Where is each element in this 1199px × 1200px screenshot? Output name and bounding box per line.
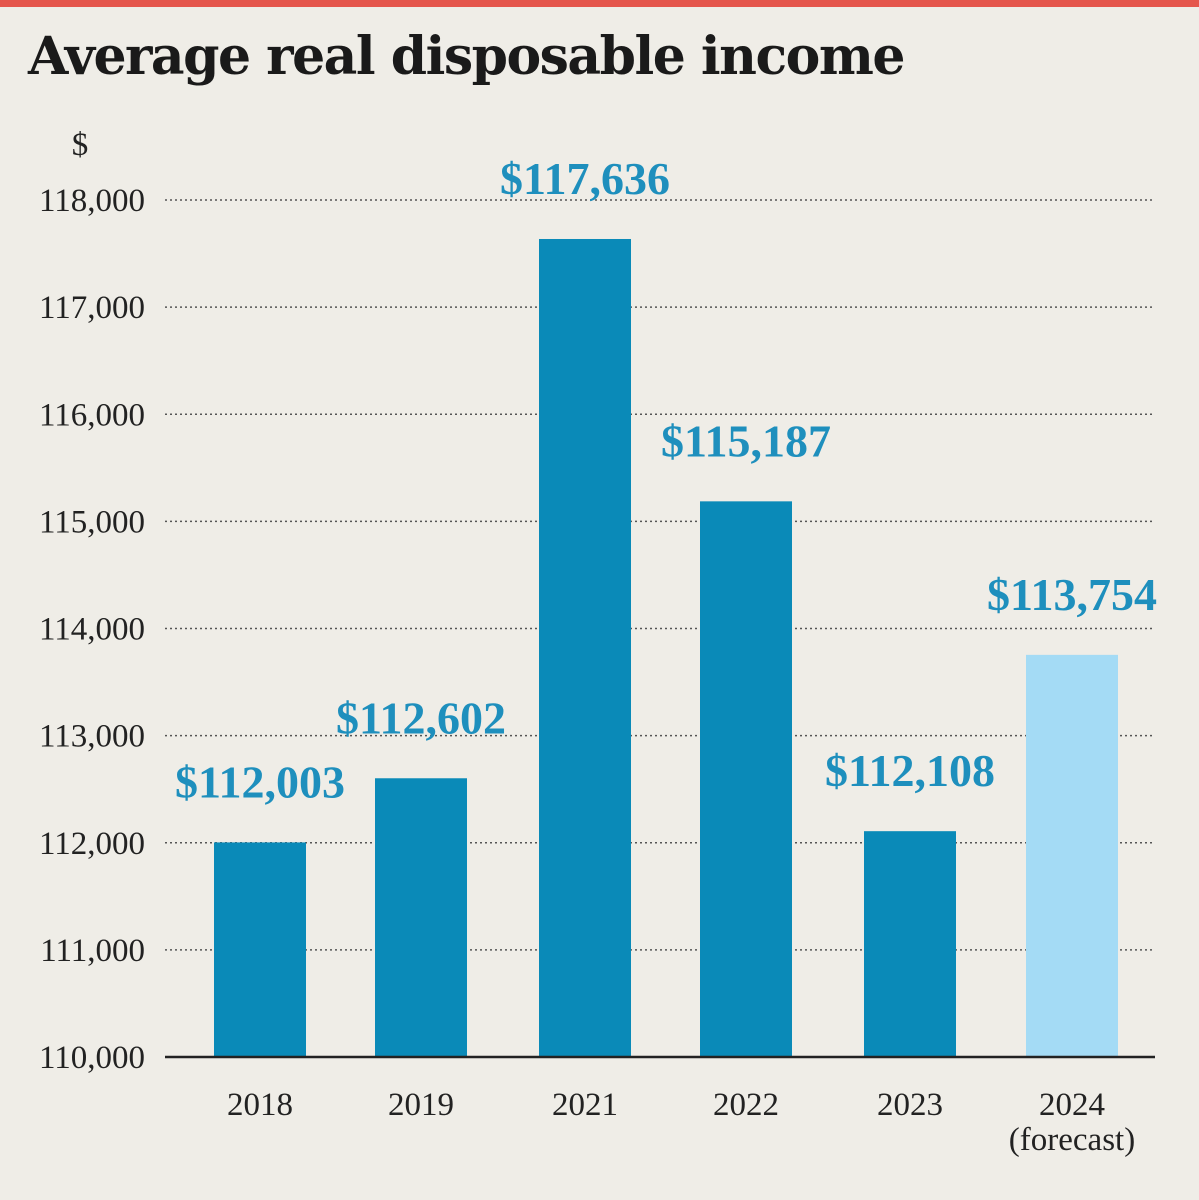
forecast-bar: [1026, 654, 1118, 1057]
data-label: $113,754: [987, 569, 1157, 620]
x-tick-label: 2024: [1039, 1087, 1105, 1123]
data-label: $112,602: [336, 692, 506, 743]
x-tick-label: 2022: [713, 1087, 779, 1123]
x-tick-sublabel: (forecast): [1009, 1122, 1135, 1158]
x-tick-label: 2019: [388, 1087, 454, 1123]
x-tick-label: 2023: [877, 1087, 943, 1123]
y-tick-label: 113,000: [39, 719, 145, 755]
y-tick-label: 114,000: [39, 612, 145, 648]
y-axis-unit-label: $: [72, 127, 89, 163]
chart-title: Average real disposable income: [28, 26, 905, 87]
data-label: $117,636: [500, 153, 670, 204]
bar: [214, 842, 306, 1057]
y-tick-label: 118,000: [39, 183, 145, 219]
data-label: $115,187: [661, 415, 831, 466]
y-tick-label: 111,000: [40, 933, 145, 969]
y-tick-label: 112,000: [39, 826, 145, 862]
data-label: $112,003: [175, 756, 345, 807]
y-tick-label: 115,000: [39, 504, 145, 540]
y-tick-label: 116,000: [39, 397, 145, 433]
y-tick-label: 110,000: [39, 1040, 145, 1076]
bar: [375, 778, 467, 1057]
bar: [864, 831, 956, 1057]
data-label: $112,108: [825, 745, 995, 796]
y-tick-label: 117,000: [39, 290, 145, 326]
top-accent-rule: [0, 0, 1199, 7]
bar: [700, 501, 792, 1057]
bar: [539, 238, 631, 1057]
x-tick-label: 2021: [552, 1087, 618, 1123]
x-tick-label: 2018: [227, 1087, 293, 1123]
